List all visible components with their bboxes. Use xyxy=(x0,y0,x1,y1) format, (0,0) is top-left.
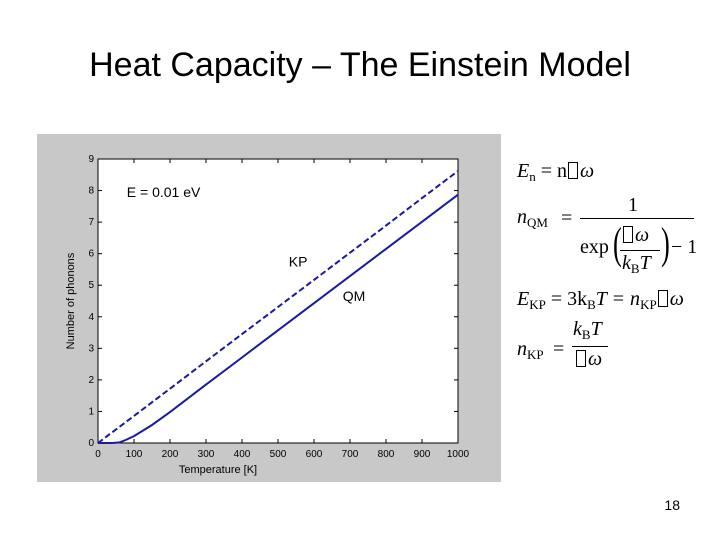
hbar-placeholder-icon xyxy=(657,290,668,307)
equation-ekp: EKP = 3kBT = nKP ω xyxy=(517,288,684,312)
y-tick-label: 2 xyxy=(88,375,94,386)
hbar-placeholder-icon xyxy=(576,350,586,367)
y-tick-label: 1 xyxy=(88,406,94,417)
y-tick-label: 8 xyxy=(88,186,94,197)
equation-nqm-numerator: 1 xyxy=(628,194,638,216)
page-number: 18 xyxy=(664,497,680,513)
y-tick-label: 6 xyxy=(88,249,94,260)
equation-nqm-equals: = xyxy=(561,207,573,229)
equation-nkp-numerator: kBT xyxy=(573,318,602,342)
y-tick-label: 5 xyxy=(88,280,94,291)
x-tick-label: 400 xyxy=(234,449,251,460)
equation-nqm-inner-denominator: kBT xyxy=(622,252,651,276)
equation-nqm-right-paren: ) xyxy=(661,219,670,268)
equation-nqm-inner-numerator: ω xyxy=(622,224,649,247)
series-line-qm xyxy=(98,193,459,444)
x-axis-label: Temperature [K] xyxy=(179,464,257,476)
equation-nqm-inner-fraction-bar xyxy=(620,250,660,251)
y-tick-label: 4 xyxy=(88,312,94,323)
series-line-kp xyxy=(97,170,459,444)
hbar-placeholder-icon xyxy=(623,226,633,243)
equation-nqm-minus-one: − 1 xyxy=(671,236,698,258)
annotation-label: E = 0.01 eV xyxy=(127,184,201,200)
equation-nkp-lhs: nKP xyxy=(517,338,544,362)
x-tick-label: 0 xyxy=(95,449,101,460)
x-tick-label: 700 xyxy=(342,449,359,460)
annotation-label: QM xyxy=(343,288,366,304)
x-tick-label: 900 xyxy=(414,449,431,460)
equation-nqm-lhs: nQM xyxy=(517,206,548,230)
x-tick-label: 100 xyxy=(126,449,143,460)
hbar-placeholder-icon xyxy=(568,162,578,179)
y-tick-label: 9 xyxy=(88,154,94,165)
plot-area xyxy=(97,158,459,444)
equation-nqm-left-paren: ( xyxy=(613,219,622,268)
y-tick-label: 0 xyxy=(88,438,94,449)
equation-nkp-fraction-bar xyxy=(572,346,608,347)
phonon-chart: 0 100 200 300 400 500 600 700 800 900 1000 0 1 2 3 4 5 6 7… xyxy=(65,154,470,476)
x-tick-label: 1000 xyxy=(447,449,470,460)
equation-nqm-fraction-bar xyxy=(580,218,694,219)
equation-nkp-denominator: ω xyxy=(575,348,602,371)
x-tick-label: 800 xyxy=(378,449,395,460)
plot-panel: 0 100 200 300 400 500 600 700 800 900 1000 0 1 2 3 4 5 6 7… xyxy=(37,134,501,482)
y-tick-label: 7 xyxy=(88,217,94,228)
annotation-label: KP xyxy=(289,253,308,269)
equation-nqm-exp: exp xyxy=(580,236,609,258)
slide-title: Heat Capacity – The Einstein Model xyxy=(89,46,631,84)
equation-nkp-equals: = xyxy=(553,338,565,360)
y-tick-label: 3 xyxy=(88,343,94,354)
x-tick-label: 600 xyxy=(306,449,323,460)
x-tick-label: 500 xyxy=(270,449,287,460)
x-tick-label: 200 xyxy=(162,449,179,460)
y-axis-label: Number of phonons xyxy=(65,252,77,349)
x-tick-label: 300 xyxy=(198,449,215,460)
